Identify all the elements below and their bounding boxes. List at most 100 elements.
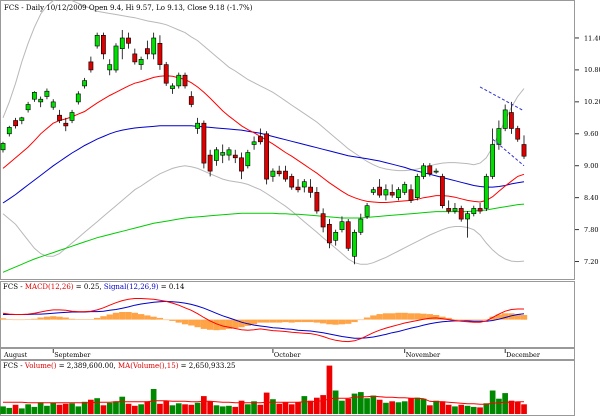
price-tick-label: 9.60 [584, 130, 598, 138]
macd-histogram-bar [150, 316, 157, 320]
volume-bar [31, 406, 38, 414]
macd-histogram-bar [238, 319, 245, 328]
candle-up [358, 218, 364, 233]
volume-bar [0, 406, 6, 414]
macd-histogram-bar [489, 316, 496, 320]
candle-up [119, 37, 125, 49]
volume-label-name: Volume() [24, 362, 57, 370]
volume-bar [521, 404, 527, 414]
macd-histogram-bar [433, 315, 440, 320]
volume-bar [194, 402, 201, 414]
trend-line [479, 86, 525, 112]
volume-bar [364, 398, 370, 414]
volume-bar [37, 402, 44, 414]
macd-histogram-bar [87, 319, 94, 320]
month-label: September [54, 351, 91, 359]
macd-histogram-bar [382, 313, 390, 320]
macd-histogram-bar [508, 313, 515, 320]
candle-down [182, 74, 188, 87]
candle-up [25, 104, 31, 111]
macd-histogram-bar [439, 316, 446, 320]
volume-bar [50, 402, 57, 414]
volume-bar [427, 405, 433, 414]
candle-up [414, 176, 420, 198]
macd-histogram-bar [50, 316, 57, 320]
macd-histogram-bar [94, 317, 101, 320]
macd-histogram-bar [407, 313, 415, 320]
candle-down [157, 42, 163, 65]
volume-bar [320, 395, 326, 414]
candle-up [364, 205, 370, 217]
candle-up [465, 213, 470, 220]
macd-histogram-bar [175, 319, 182, 323]
macd-histogram-bar [232, 319, 239, 329]
macd-histogram-bar [106, 314, 113, 320]
volume-bar [232, 406, 239, 414]
macd-histogram-bar [395, 312, 402, 320]
price-tick-label: 10.80 [584, 66, 600, 74]
volume-bar [207, 401, 213, 415]
month-label: November [406, 351, 441, 359]
moving-average-green-line [2, 203, 525, 273]
candle-up [113, 45, 119, 71]
volume-bar [395, 402, 402, 414]
candle-down [264, 133, 269, 180]
candle-down [326, 224, 332, 244]
volume-bar [420, 398, 427, 414]
volume-bar [414, 397, 421, 414]
price-tick-label: 7.80 [584, 226, 598, 234]
candle-up [82, 80, 87, 87]
price-tick-label: 8.40 [584, 194, 598, 202]
candle-up [0, 143, 6, 151]
macd-label-sep: - [18, 283, 25, 291]
price-tick-label: 10.20 [584, 98, 600, 106]
volume-bar [464, 405, 471, 414]
volume-bar [157, 403, 163, 414]
macd-histogram-bar [125, 312, 132, 320]
volume-bar [307, 400, 314, 414]
candle-down [257, 136, 263, 143]
volume-bar [370, 395, 377, 414]
candle-down [101, 34, 106, 55]
macd-histogram-bar [62, 317, 69, 320]
price-tick-label: 9.00 [584, 162, 598, 170]
volume-bar [276, 403, 283, 414]
volume-bar [282, 402, 289, 414]
macd-histogram-bar [6, 319, 13, 320]
candle-down [283, 170, 288, 180]
volume-bar [100, 405, 107, 414]
macd-histogram-bar [370, 315, 377, 320]
price-axis: 11.40 10.80 10.20 9.60 9.00 8.40 7.80 7.20 [575, 34, 600, 266]
candle-up [226, 149, 232, 156]
volume-bar [106, 402, 113, 414]
candle-down [345, 221, 351, 249]
candle-down [446, 208, 452, 212]
candle-down [201, 122, 207, 164]
title-symbol: FCS [4, 4, 19, 12]
price-tick-label: 11.40 [584, 34, 600, 42]
volume-bar [383, 402, 389, 414]
macd-histogram-bar [269, 319, 277, 323]
macd-label-symbol: FCS [3, 283, 18, 291]
macd-histogram-bar [451, 319, 459, 320]
volume-bar [88, 399, 94, 414]
candle-up [220, 152, 226, 156]
signal-label-name: Signal(12,26,9) [104, 283, 159, 291]
candle-up [69, 112, 75, 121]
trend-line [492, 138, 525, 167]
macd-histogram-bar [389, 313, 396, 320]
volume-bar [150, 389, 157, 414]
bollinger-upper-line [2, 0, 525, 172]
volume-bar [470, 406, 477, 414]
volume-bar [508, 400, 515, 414]
volume-label-value: = 2,389,600.00, [56, 362, 118, 370]
moving-average-blue-line [2, 125, 525, 204]
macd-histogram-bar [43, 316, 51, 320]
moving-averages [2, 75, 525, 273]
macd-histogram-bar [112, 312, 120, 320]
candle-down [308, 186, 313, 193]
candle-up [94, 34, 100, 47]
candle-up [50, 101, 56, 108]
volume-ma-label-value: = 2,650,933.25 [178, 362, 235, 370]
macd-histogram-bar [514, 314, 521, 320]
